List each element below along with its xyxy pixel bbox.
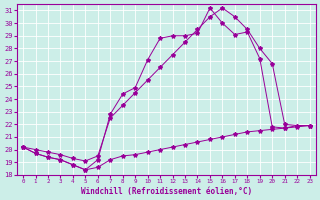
X-axis label: Windchill (Refroidissement éolien,°C): Windchill (Refroidissement éolien,°C) <box>81 187 252 196</box>
